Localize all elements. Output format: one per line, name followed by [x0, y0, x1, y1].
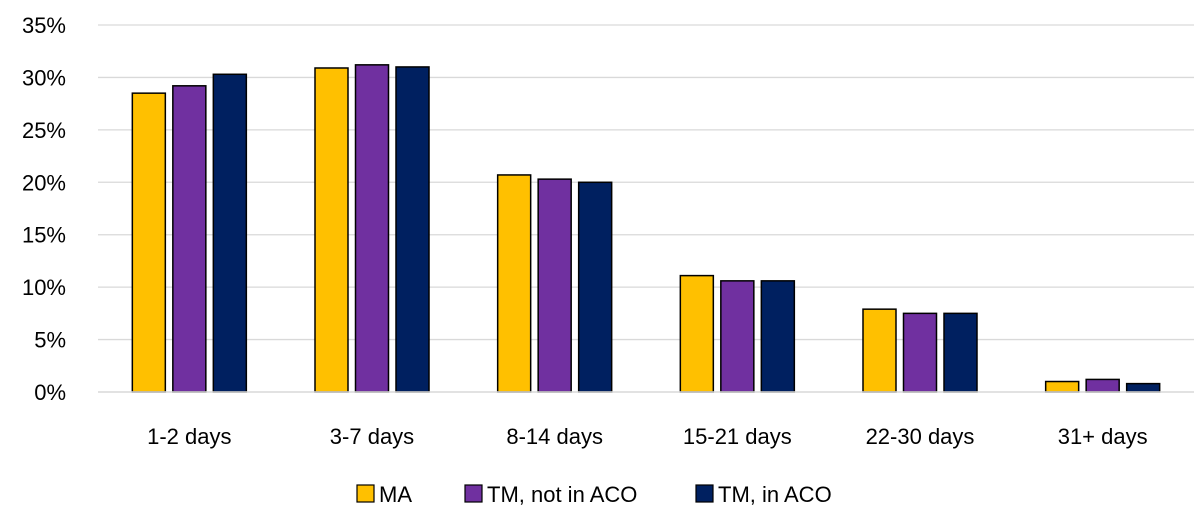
bar [720, 280, 755, 393]
legend-label: TM, in ACO [718, 482, 832, 507]
legend-label: MA [379, 482, 412, 507]
bar [679, 274, 715, 393]
bar [131, 92, 167, 393]
y-tick-label: 20% [22, 170, 66, 195]
y-tick-label: 25% [22, 118, 66, 143]
x-axis-labels: 1-2 days 3-7 days 8-14 days 15-21 days 22-30… [147, 424, 1147, 449]
bar [172, 85, 207, 393]
x-tick-label: 22-30 days [866, 424, 975, 449]
bar [395, 66, 430, 393]
x-tick-label: 15-21 days [683, 424, 792, 449]
bar [212, 73, 248, 393]
x-tick-label: 3-7 days [330, 424, 414, 449]
y-tick-label: 30% [22, 65, 66, 90]
bar [760, 280, 796, 393]
y-tick-label: 35% [22, 13, 66, 38]
bar [496, 174, 532, 393]
bar [1125, 382, 1161, 393]
bar [902, 312, 938, 393]
y-tick-label: 15% [22, 223, 66, 248]
bar [577, 181, 613, 393]
x-tick-label: 1-2 days [147, 424, 231, 449]
bar [314, 67, 349, 393]
legend-label: TM, not in ACO [487, 482, 637, 507]
x-tick-label: 8-14 days [506, 424, 603, 449]
bar [862, 308, 897, 393]
y-tick-label: 10% [22, 275, 66, 300]
y-tick-label: 5% [34, 328, 66, 353]
bar [354, 64, 390, 393]
gridlines [98, 24, 1194, 341]
legend-swatch [356, 484, 375, 503]
legend: MA TM, not in ACO TM, in ACO [356, 482, 832, 507]
legend-swatch [695, 484, 714, 503]
bar [943, 312, 978, 393]
bar [537, 178, 572, 393]
y-tick-label: 0% [34, 380, 66, 405]
bar [1085, 378, 1120, 393]
x-tick-label: 31+ days [1058, 424, 1148, 449]
legend-swatch [464, 484, 483, 503]
y-axis-ticks: 0% 5% 10% 15% 20% 25% 30% 35% [22, 13, 66, 405]
bar [1044, 380, 1080, 393]
bars [131, 64, 1161, 393]
